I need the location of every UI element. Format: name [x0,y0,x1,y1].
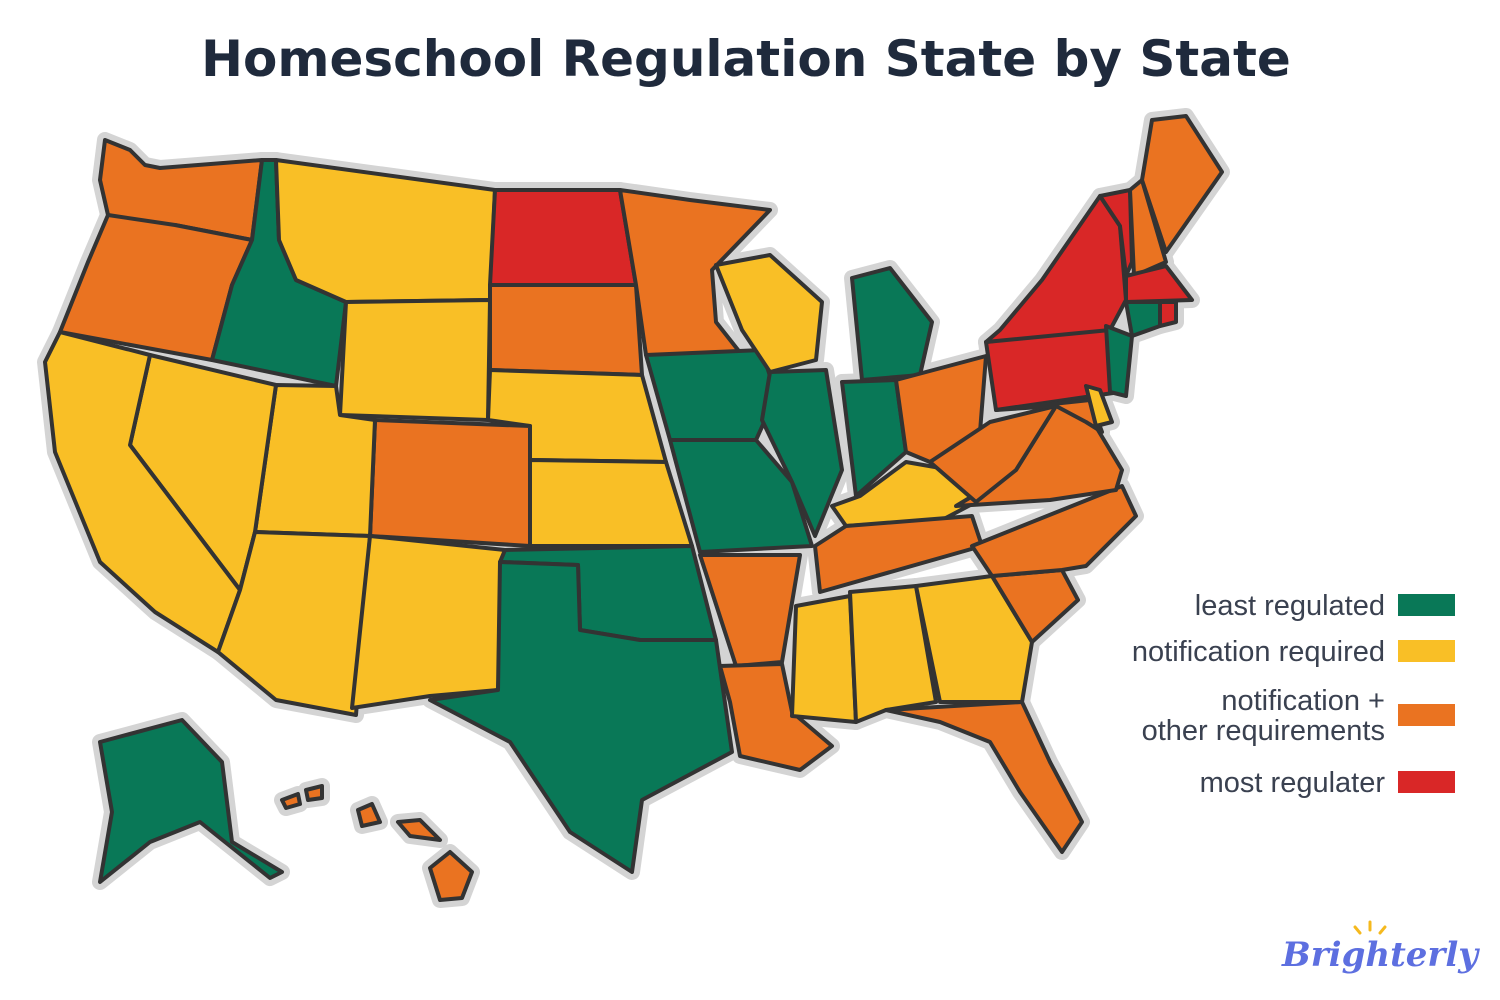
state [396,818,442,842]
state [1104,324,1134,398]
state [488,188,638,287]
legend-swatch [1398,594,1455,616]
state [98,718,284,884]
legend-label: notification + [1221,685,1385,717]
state [356,802,382,828]
state [914,574,1034,704]
legend: least regulated notification required noti… [1132,590,1455,799]
state [928,404,1058,504]
state [1140,114,1224,254]
logo-rays [1353,920,1387,935]
state [1084,384,1114,428]
legend-swatch [1398,640,1455,662]
state [428,560,734,874]
state [760,368,844,538]
state [698,553,802,668]
state [338,298,492,422]
state [428,850,474,902]
state [280,792,302,810]
state [43,330,242,654]
state [790,594,858,724]
state [368,418,532,548]
state [1128,178,1168,278]
state [884,700,1084,854]
state [350,534,507,710]
legend-label: least regulated [1195,590,1385,622]
state [1098,188,1134,278]
legend-label: other requirements [1142,715,1385,747]
state [488,283,644,377]
state [528,458,694,548]
state [984,194,1128,344]
brand-logo: Brighterly [1281,935,1480,975]
state [813,514,984,594]
legend-swatch [1398,704,1455,726]
page-title: Homeschool Regulation State by State [201,30,1291,88]
state [850,266,934,382]
legend-label: notification required [1132,636,1385,668]
state [714,253,824,374]
legend-label: most regulater [1200,767,1386,799]
state [1158,300,1178,328]
state [848,584,938,724]
us-map [43,114,1224,902]
legend-swatch [1398,771,1455,793]
state [1124,264,1194,304]
state [644,348,778,442]
state [970,484,1138,578]
state [618,188,772,357]
state [994,398,1104,434]
state [718,662,834,772]
state [668,438,814,554]
state [304,784,324,802]
